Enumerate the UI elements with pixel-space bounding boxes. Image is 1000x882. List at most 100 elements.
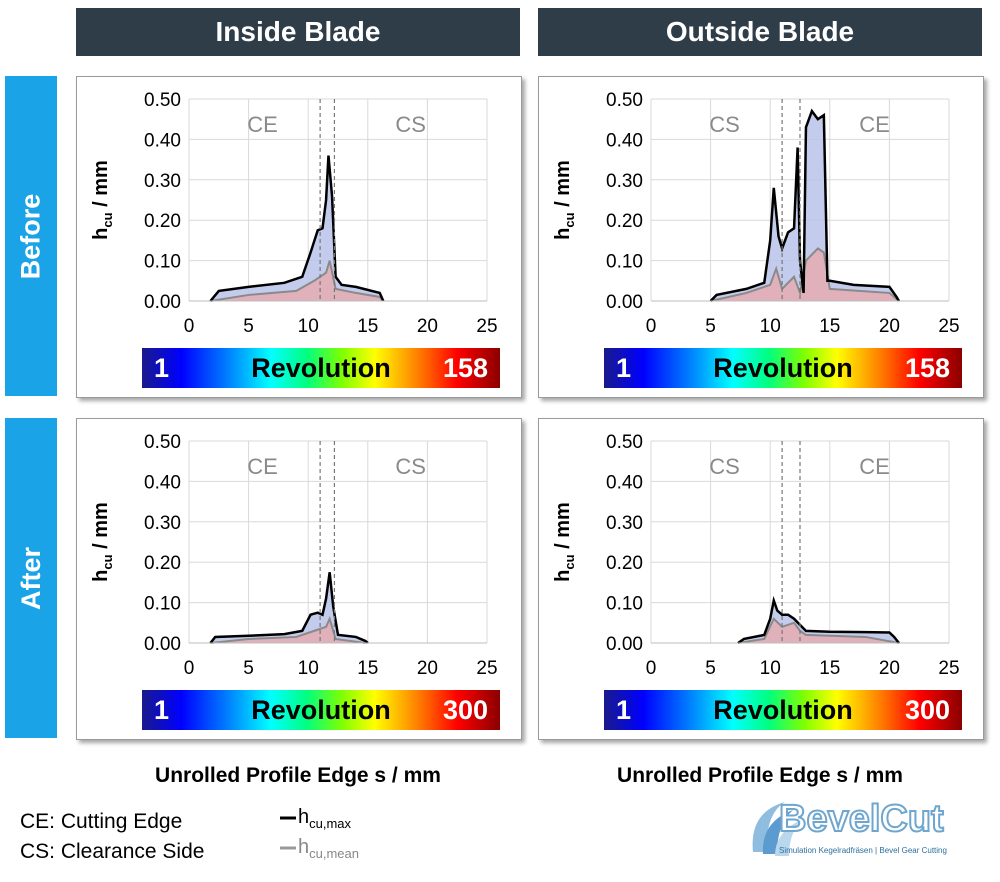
region-label-right: CE bbox=[859, 112, 890, 137]
x-tick-label: 5 bbox=[705, 658, 716, 679]
y-tick-label: 0.10 bbox=[144, 594, 181, 615]
y-tick-label: 0.50 bbox=[144, 90, 181, 111]
y-tick-label: 0.20 bbox=[606, 211, 643, 232]
x-tick-label: 20 bbox=[879, 658, 900, 679]
x-tick-label: 15 bbox=[819, 658, 840, 679]
x-axis-label-inside: Unrolled Profile Edge s / mm bbox=[155, 764, 441, 787]
x-tick-label: 25 bbox=[938, 658, 959, 679]
y-tick-label: 0.20 bbox=[144, 211, 181, 232]
series-line-hcu-max bbox=[737, 595, 900, 645]
y-tick-label: 0.00 bbox=[144, 292, 181, 313]
y-axis-label-sub: cu bbox=[562, 554, 577, 569]
y-tick-label: 0.20 bbox=[144, 553, 181, 574]
series-line-hcu-mean bbox=[210, 260, 385, 302]
legend-line-black bbox=[280, 816, 296, 820]
y-axis-label: hcu / mm bbox=[90, 160, 115, 240]
y-tick-label: 0.50 bbox=[606, 90, 643, 111]
y-axis-label-unit: / mm bbox=[90, 160, 112, 212]
chart-svg: CE CS 0 5 10 15 20 25 0.00 0.10 0.20 0.30 0.40 0.50 hc… bbox=[90, 90, 498, 337]
y-tick-label: 0.10 bbox=[144, 252, 181, 273]
colorbar-label: Revolution bbox=[251, 695, 391, 725]
y-tick-label: 0.00 bbox=[606, 634, 643, 655]
colorbar-label: Revolution bbox=[713, 353, 853, 383]
area-fill-mean bbox=[210, 260, 384, 301]
x-tick-label: 20 bbox=[879, 316, 900, 337]
y-tick-label: 0.10 bbox=[606, 594, 643, 615]
y-tick-label: 0.00 bbox=[606, 292, 643, 313]
chart-svg: CS CE 0 5 10 15 20 25 0.00 0.10 0.20 0.30 0.40 0.50 hc… bbox=[552, 432, 960, 679]
y-tick-label: 0.20 bbox=[606, 553, 643, 574]
logo-text: BevelCut bbox=[778, 797, 945, 841]
x-tick-label: 0 bbox=[184, 658, 195, 679]
y-axis-label-sub: cu bbox=[562, 212, 577, 227]
x-tick-label: 15 bbox=[819, 316, 840, 337]
chart-panel-outside-before: CS CE 0 5 10 15 20 25 0.00 0.10 0.20 0.30 0.40 0.50 hc… bbox=[538, 76, 984, 398]
x-tick-label: 15 bbox=[357, 316, 378, 337]
legend-max-main: h bbox=[298, 806, 310, 828]
column-header-outside-blade: Outside Blade bbox=[538, 8, 982, 56]
colorbar-max: 158 bbox=[442, 353, 488, 383]
logo-swoosh-icon bbox=[752, 802, 801, 856]
y-axis-label-unit: / mm bbox=[552, 160, 574, 212]
y-tick-label: 0.30 bbox=[144, 171, 181, 192]
chart-panel-outside-after: CS CE 0 5 10 15 20 25 0.00 0.10 0.20 0.30 0.40 0.50 hc… bbox=[538, 418, 984, 740]
x-tick-label: 5 bbox=[705, 316, 716, 337]
x-tick-label: 10 bbox=[298, 316, 319, 337]
region-label-left: CS bbox=[709, 112, 740, 137]
y-axis-label-main: h bbox=[552, 228, 574, 240]
x-tick-label: 25 bbox=[476, 316, 497, 337]
y-tick-label: 0.50 bbox=[606, 432, 643, 453]
y-axis-label-main: h bbox=[90, 228, 112, 240]
series-line-hcu-mean bbox=[210, 615, 366, 644]
column-header-inside-blade: Inside Blade bbox=[76, 8, 520, 56]
chart-svg: CS CE 0 5 10 15 20 25 0.00 0.10 0.20 0.30 0.40 0.50 hc… bbox=[552, 90, 960, 337]
row-header-after: After bbox=[5, 418, 57, 738]
y-axis-label-sub: cu bbox=[100, 212, 115, 227]
colorbar-label: Revolution bbox=[251, 353, 391, 383]
series-line-hcu-mean bbox=[737, 617, 900, 644]
logo-tagline: Simulation Kegelradfräsen | Bevel Gear C… bbox=[779, 846, 947, 855]
y-tick-label: 0.40 bbox=[144, 130, 181, 151]
x-tick-label: 0 bbox=[646, 316, 657, 337]
revolution-colorbar: Revolution 1 158 bbox=[142, 348, 500, 388]
row-header-before: Before bbox=[5, 76, 57, 396]
x-tick-label: 10 bbox=[760, 316, 781, 337]
chart-panel-inside-before: CE CS 0 5 10 15 20 25 0.00 0.10 0.20 0.30 0.40 0.50 hc… bbox=[76, 76, 522, 398]
y-tick-label: 0.30 bbox=[606, 171, 643, 192]
region-label-right: CE bbox=[859, 454, 890, 479]
region-label-right: CS bbox=[395, 112, 426, 137]
x-tick-label: 5 bbox=[243, 316, 254, 337]
revolution-colorbar: Revolution 1 300 bbox=[142, 690, 500, 730]
region-label-right: CS bbox=[395, 454, 426, 479]
y-axis-label-main: h bbox=[552, 570, 574, 582]
chart-panel-inside-after: CE CS 0 5 10 15 20 25 0.00 0.10 0.20 0.30 0.40 0.50 hc… bbox=[76, 418, 522, 740]
y-tick-label: 0.10 bbox=[606, 252, 643, 273]
y-axis-label-unit: / mm bbox=[90, 502, 112, 554]
y-tick-label: 0.40 bbox=[144, 472, 181, 493]
x-tick-label: 0 bbox=[646, 658, 657, 679]
region-label-left: CS bbox=[709, 454, 740, 479]
x-tick-label: 10 bbox=[760, 658, 781, 679]
y-axis-label: hcu / mm bbox=[552, 502, 577, 582]
y-axis-label-sub: cu bbox=[100, 554, 115, 569]
x-tick-label: 20 bbox=[417, 316, 438, 337]
bevelcut-logo: BevelCut Simulation Kegelradfräsen | Bev… bbox=[745, 792, 975, 864]
series-line-hcu-max bbox=[209, 155, 385, 302]
x-tick-label: 20 bbox=[417, 658, 438, 679]
y-axis-label: hcu / mm bbox=[90, 502, 115, 582]
y-tick-label: 0.40 bbox=[606, 130, 643, 151]
y-axis-label-unit: / mm bbox=[552, 502, 574, 554]
y-tick-label: 0.00 bbox=[144, 634, 181, 655]
chart-svg: CE CS 0 5 10 15 20 25 0.00 0.10 0.20 0.30 0.40 0.50 hc… bbox=[90, 432, 498, 679]
y-axis-label: hcu / mm bbox=[552, 160, 577, 240]
legend-hcu-max: hcu,max bbox=[278, 806, 351, 831]
colorbar-min: 1 bbox=[616, 353, 632, 383]
revolution-colorbar: Revolution 1 158 bbox=[604, 348, 962, 388]
legend-mean-main: h bbox=[298, 836, 310, 858]
colorbar-max: 158 bbox=[904, 353, 950, 383]
region-label-left: CE bbox=[247, 112, 278, 137]
legend-cs: CS: Clearance Side bbox=[20, 840, 205, 863]
x-tick-label: 0 bbox=[184, 316, 195, 337]
colorbar-min: 1 bbox=[154, 695, 170, 725]
x-tick-label: 25 bbox=[938, 316, 959, 337]
